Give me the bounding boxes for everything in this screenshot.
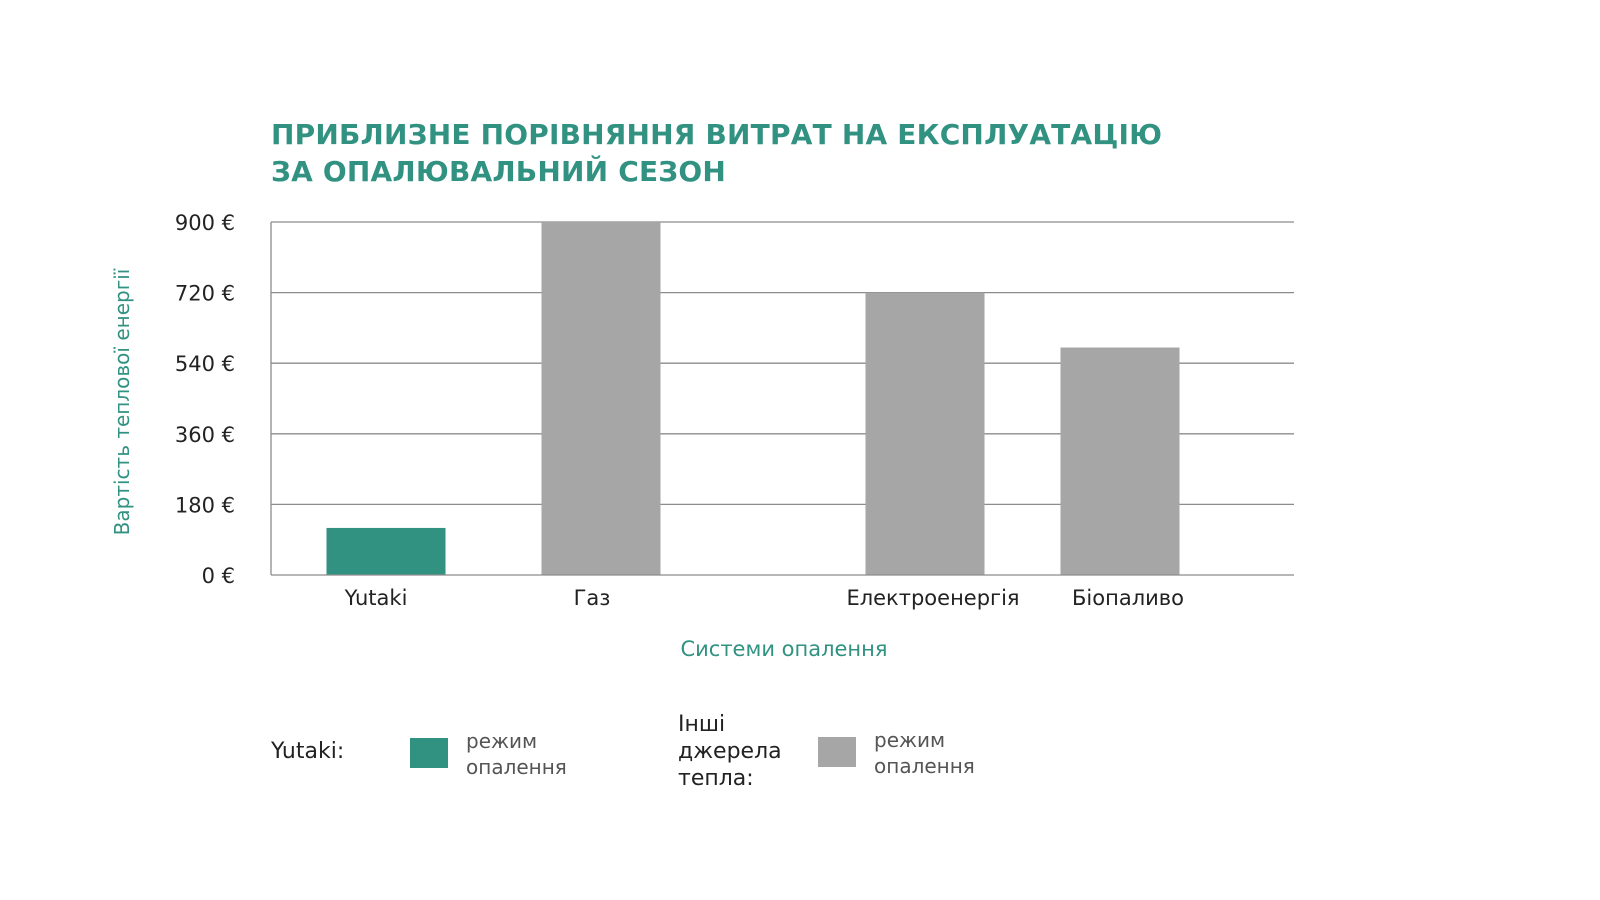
y-tick-label: 0 € <box>202 564 235 588</box>
bars <box>326 222 1180 575</box>
legend-other-swatch <box>818 737 856 767</box>
y-tick-label: 720 € <box>175 282 235 306</box>
legend-yutaki-swatch <box>410 738 448 768</box>
legend-other-label-line-1: Інші <box>678 712 726 737</box>
bar-3 <box>865 292 985 575</box>
legend-other-desc: режим опалення <box>874 727 975 779</box>
bar-2 <box>541 222 661 575</box>
legend-yutaki-desc-line-1: режим <box>466 729 538 753</box>
legend-other-label: Інші джерела тепла: <box>678 711 782 792</box>
x-axis-title: Системи опалення <box>680 637 887 661</box>
chart-title-line-2: ЗА ОПАЛЮВАЛЬНИЙ СЕЗОН <box>271 155 727 188</box>
legend-yutaki-label: Yutaki: <box>271 739 345 764</box>
legend-yutaki-desc: режим опалення <box>466 728 567 780</box>
y-tick-label: 360 € <box>175 423 235 447</box>
y-axis-title: Вартість теплової енергії <box>110 268 134 535</box>
x-tick-label: Біопаливо <box>1072 586 1184 610</box>
bar-1 <box>326 527 446 575</box>
chart-title-line-1: ПРИБЛИЗНЕ ПОРІВНЯННЯ ВИТРАТ НА ЕКСПЛУАТА… <box>271 118 1163 151</box>
x-tick-label: Газ <box>574 586 611 610</box>
legend-other-label-line-3: тепла: <box>678 766 754 791</box>
x-tick-label: Електроенергія <box>846 586 1019 610</box>
legend-yutaki-desc-line-2: опалення <box>466 755 567 779</box>
y-tick-label: 180 € <box>175 493 235 517</box>
y-tick-label: 540 € <box>175 352 235 376</box>
legend-other-label-line-2: джерела <box>678 739 782 764</box>
bar-4 <box>1060 347 1180 575</box>
labels: 0 € 180 € 360 € 540 € 720 € 900 € Yutaki Газ Еле… <box>110 211 1184 661</box>
legend-other-desc-line-1: режим <box>874 728 946 752</box>
axes <box>270 222 1294 576</box>
legend-other-desc-line-2: опалення <box>874 754 975 778</box>
y-tick-label: 900 € <box>175 211 235 235</box>
x-tick-label: Yutaki <box>344 586 408 610</box>
chart-title: ПРИБЛИЗНЕ ПОРІВНЯННЯ ВИТРАТ НА ЕКСПЛУАТА… <box>271 116 1162 190</box>
